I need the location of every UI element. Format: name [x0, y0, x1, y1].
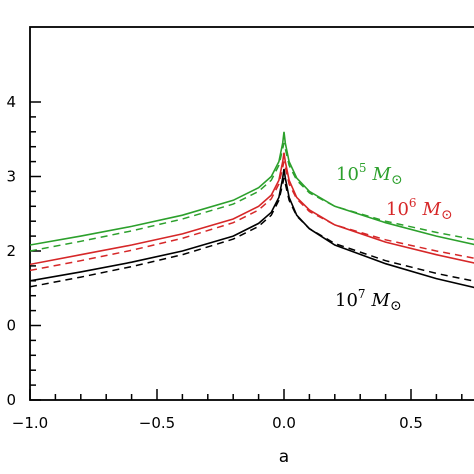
y-tick-label: 3	[6, 168, 16, 186]
series-label-1e6-exp: 6	[409, 196, 417, 210]
series-label-1e6-unit: M	[422, 199, 442, 220]
series-label-1e7: 107 M⊙	[335, 287, 402, 314]
series-1e6-dashed-line	[30, 161, 474, 272]
series-label-1e5-sym: ⊙	[391, 172, 403, 188]
series-label-1e5-unit: M	[372, 164, 392, 185]
series-label-1e7-unit: M	[371, 290, 391, 311]
tick-marks	[29, 101, 463, 401]
series-group	[30, 131, 474, 289]
x-tick-label: 0.5	[399, 414, 423, 432]
y-tick-label: 4	[6, 93, 16, 111]
series-1e7-dashed-line	[30, 177, 474, 288]
series-label-1e6-base: 10	[386, 199, 409, 220]
series-1e7-solid-line	[30, 168, 474, 289]
series-1e6-solid-line	[30, 152, 474, 266]
plot-frame	[29, 26, 474, 401]
tick-labels: −1.0 −0.5 0.0 0.5 0 0 2 3 4	[6, 93, 422, 432]
x-tick-label: −1.0	[12, 414, 48, 432]
series-1e5-dashed-line	[30, 142, 474, 252]
series-label-1e5: 105 M⊙	[336, 161, 403, 188]
series-label-1e7-exp: 7	[358, 287, 366, 301]
series-1e5-solid-line	[30, 131, 474, 246]
series-label-1e5-exp: 5	[359, 161, 367, 175]
series-label-1e6: 106 M⊙	[386, 196, 453, 223]
x-tick-label: −0.5	[139, 414, 175, 432]
x-axis-title: a	[279, 447, 289, 467]
series-label-1e7-base: 10	[335, 290, 358, 311]
series-label-1e5-base: 10	[336, 164, 359, 185]
x-tick-label: 0.0	[272, 414, 296, 432]
y-tick-label: 0	[6, 317, 16, 335]
y-tick-label: 0	[6, 391, 16, 409]
series-label-1e6-sym: ⊙	[441, 207, 453, 223]
series-label-1e7-sym: ⊙	[390, 298, 402, 314]
y-tick-label: 2	[6, 242, 16, 260]
series-layer	[30, 131, 474, 289]
